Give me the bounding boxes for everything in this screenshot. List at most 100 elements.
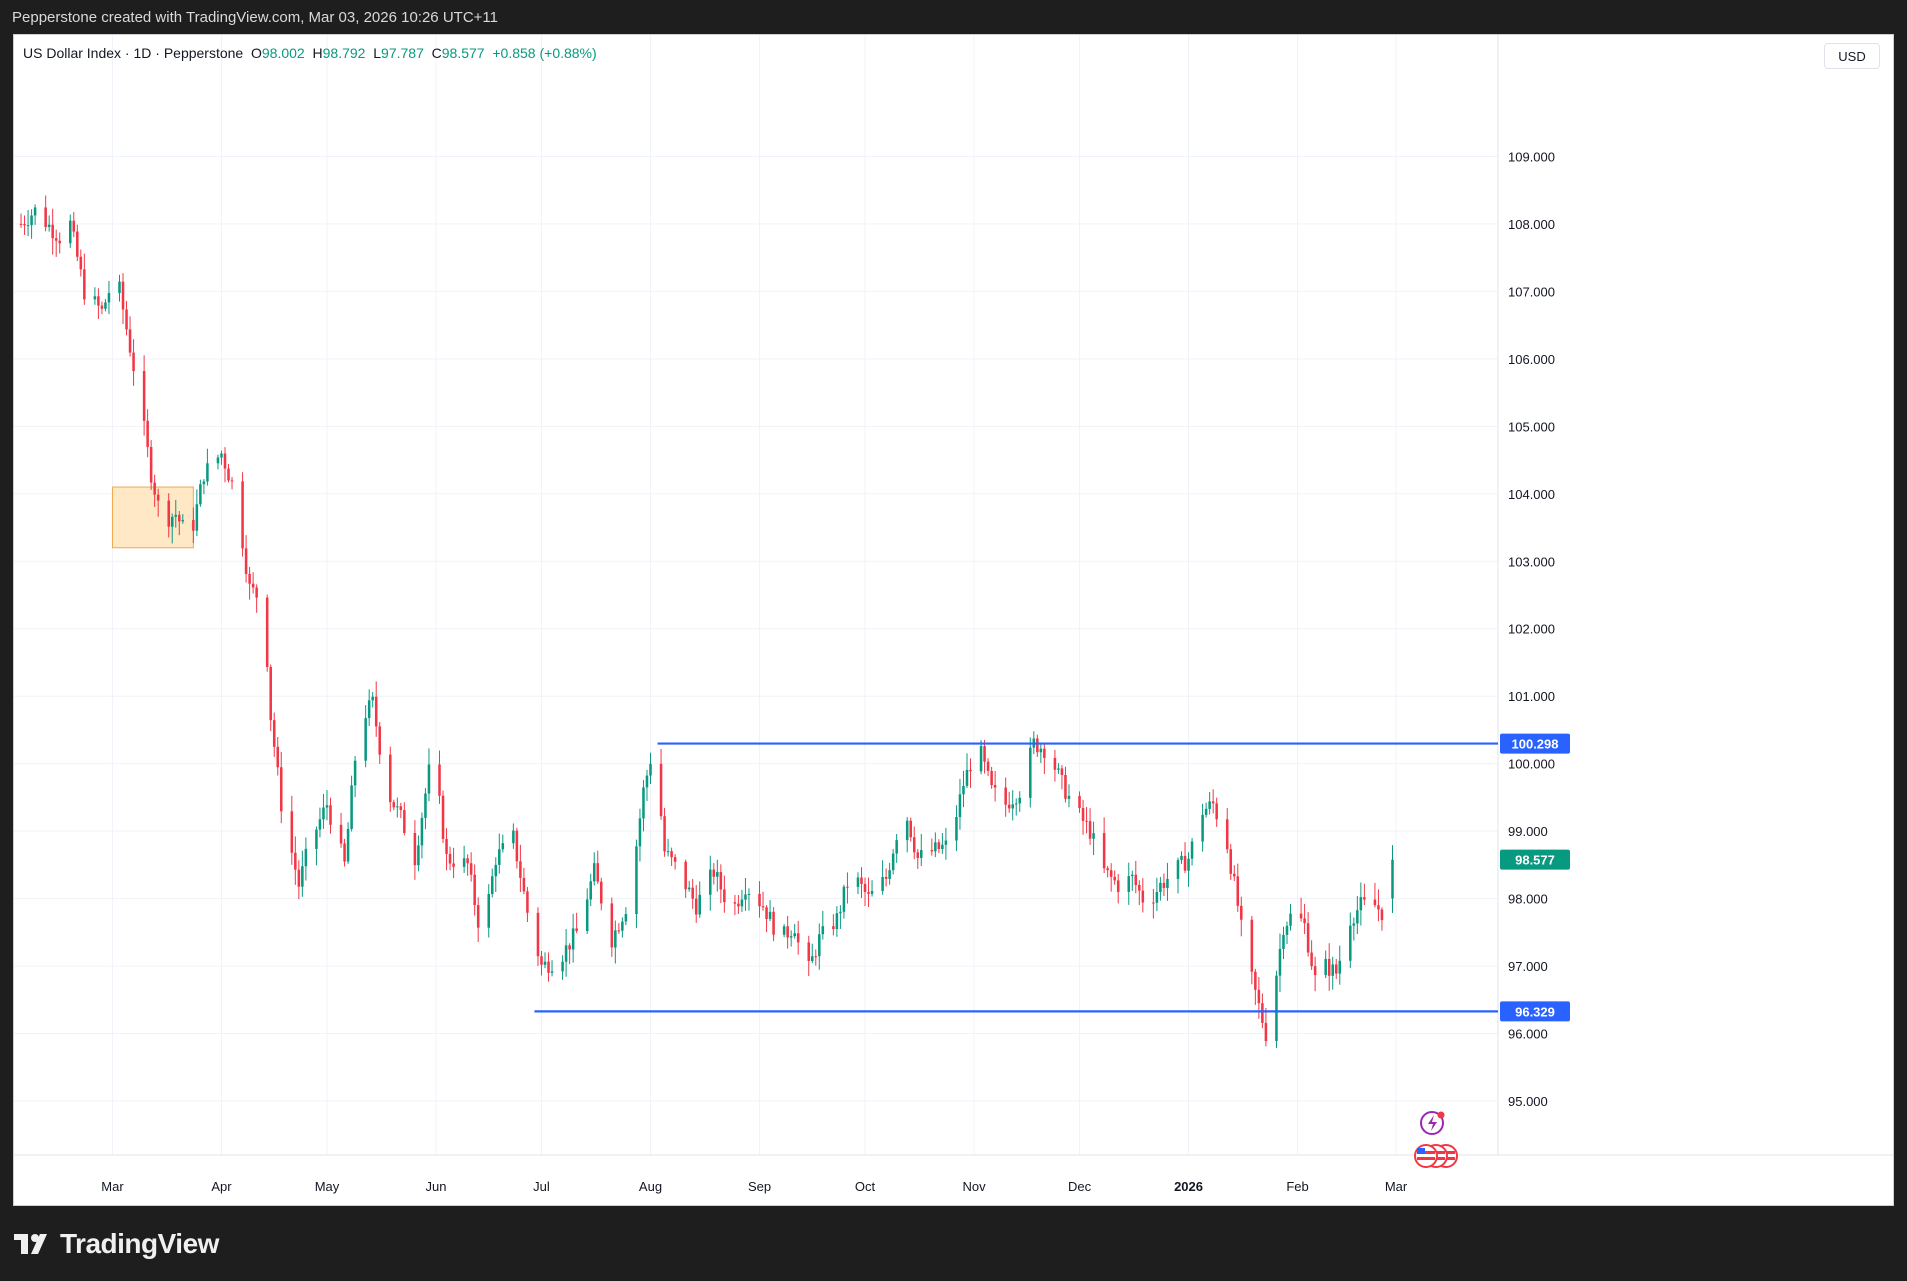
us-flag-canton [1417,1148,1425,1154]
candle-body [26,225,30,227]
candle-body [192,520,195,531]
candle-body [501,843,505,850]
symbol-legend: US Dollar Index · 1D · Pepperstone O98.0… [23,45,597,61]
candle-body [1109,870,1113,877]
candle-body [592,863,596,882]
candle-body [589,881,592,900]
candle-body [353,760,357,786]
candle-body [72,220,76,232]
candle-body [1081,808,1085,821]
candle-body [79,256,83,270]
candle-body [469,863,473,875]
candle-body [786,926,789,938]
candle-body [476,905,480,928]
candle-body [832,926,835,930]
level-price-label: 100.298 [1512,737,1559,752]
candle-body [153,482,156,495]
candle-body [1289,913,1292,926]
candle-body [315,829,318,849]
candle-body [1331,964,1334,976]
lightning-icon-bolt [1428,1115,1437,1131]
price-tick-label: 104.000 [1508,487,1555,502]
candle-body [47,224,51,227]
candle-body [30,215,33,226]
candle-body [835,913,839,930]
candle-body [487,894,491,928]
candle-body [863,883,867,893]
candle-body [33,207,37,216]
candle-body [417,845,420,866]
candle-body [199,484,202,505]
close-value: 98.577 [441,45,485,61]
candle-body [600,881,603,904]
time-tick-label: Nov [962,1179,986,1194]
candle-body [765,907,768,920]
candle-body [466,858,469,864]
candle-body [1254,971,1257,990]
candle-body [547,961,550,973]
candle-body [181,520,185,522]
candle-body [1190,841,1194,859]
candle-body [371,696,374,701]
candle-body [1232,873,1236,877]
candle-body [944,840,948,845]
candle-body [1359,897,1363,911]
candle-body [1159,882,1162,893]
time-tick-label: Jun [426,1179,447,1194]
candle-body [329,805,332,825]
price-tick-label: 108.000 [1508,217,1555,232]
attribution-text: Pepperstone created with TradingView.com… [12,9,498,26]
candle-body [614,930,617,948]
time-tick-label: Oct [855,1179,876,1194]
candle-body [1060,768,1064,775]
tradingview-brand[interactable]: TradingView [14,1228,219,1260]
candle-body [1088,821,1092,839]
candle-body [709,869,712,895]
candle-body [687,887,691,890]
candle-body [374,696,378,727]
candle-body [740,899,744,907]
currency-button[interactable]: USD [1824,43,1880,69]
candle-body [884,876,888,879]
price-chart[interactable]: 100.298 96.329 98.577 95.000 96.000 97.000 98.… [14,35,1894,1206]
candle-body [202,481,206,485]
candle-body [793,933,796,937]
candle-body [339,824,343,844]
candle-body [1250,919,1254,972]
candle-body [1338,960,1342,974]
candle-body [230,480,234,482]
time-tick-label: Dec [1068,1179,1092,1194]
candle-body [1127,876,1131,892]
candle-body [846,886,849,888]
candle-body [128,329,132,353]
candle-body [223,453,227,469]
candle-body [1067,795,1071,799]
price-tick-label: 102.000 [1508,622,1555,637]
tradingview-logo-icon [14,1234,47,1254]
candle-body [1373,899,1377,906]
candle-body [142,371,146,421]
candle-body [100,305,104,309]
candle-body [519,861,522,878]
candle-body [969,769,972,772]
chart-panel[interactable]: 100.298 96.329 98.577 95.000 96.000 97.000 98.… [13,34,1894,1206]
candle-body [768,911,772,920]
low-value: 97.787 [381,45,424,61]
candle-body [986,761,990,771]
candle-body [68,220,72,244]
candle-body [174,514,178,517]
candle-body [276,746,280,768]
last-candle-body [1391,859,1394,899]
candle-body [396,806,399,808]
candle-body [322,807,325,820]
candle-body [1057,768,1060,770]
price-tick-label: 95.000 [1508,1094,1548,1109]
time-tick-label: Aug [639,1179,662,1194]
time-tick-label: Sep [748,1179,771,1194]
candle-body [473,874,476,906]
price-tick-label: 101.000 [1508,689,1555,704]
candle-body [1014,803,1018,805]
candle-body [993,784,997,788]
candle-body [1011,804,1014,809]
price-tick-label: 103.000 [1508,554,1555,569]
